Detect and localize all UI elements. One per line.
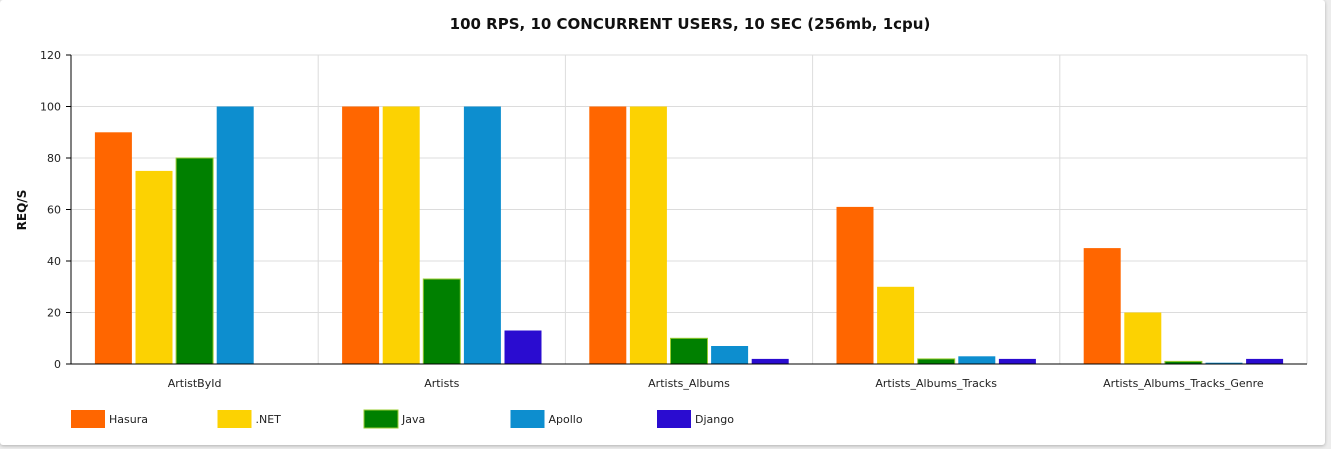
bar-hasura-1[interactable] (342, 106, 380, 365)
chart-title: 100 RPS, 10 CONCURRENT USERS, 10 SEC (25… (450, 15, 931, 33)
y-tick-label: 120 (40, 49, 61, 62)
bar-apollo-1[interactable] (463, 106, 501, 365)
bar-net-3[interactable] (877, 286, 915, 365)
x-tick-label: Artists_Albums_Tracks (875, 377, 997, 390)
legend: Hasura .NET Java Apollo Django (71, 409, 734, 429)
y-tick-label: 80 (47, 152, 61, 165)
legend-label[interactable]: Apollo (549, 413, 583, 426)
legend-swatch-django[interactable] (657, 410, 691, 428)
bar-django-1[interactable] (504, 330, 542, 365)
bar-django-2[interactable] (751, 358, 789, 364)
legend-swatch-net[interactable] (217, 410, 252, 428)
bar-hasura-4[interactable] (1083, 248, 1121, 364)
bar-hasura-3[interactable] (836, 206, 874, 364)
y-tick-label: 20 (47, 307, 61, 320)
bar-java-0[interactable] (175, 157, 214, 365)
legend-label[interactable]: Django (695, 413, 734, 426)
bar-hasura-2[interactable] (589, 106, 627, 365)
bar-apollo-0[interactable] (216, 106, 254, 365)
x-tick-label: Artists_Albums_Tracks_Genre (1103, 377, 1264, 390)
legend-swatch-hasura[interactable] (71, 410, 105, 428)
y-tick-label: 60 (47, 204, 61, 217)
bar-apollo-2[interactable] (711, 346, 749, 364)
legend-swatch-java[interactable] (363, 409, 399, 429)
bar-net-1[interactable] (382, 106, 420, 365)
x-tick-label: Artists (424, 377, 459, 390)
bar-net-0[interactable] (135, 170, 173, 364)
bar-apollo-4[interactable] (1205, 362, 1243, 364)
bar-java-3[interactable] (917, 358, 956, 365)
y-axis-label: REQ/S (15, 190, 29, 231)
bar-net-2[interactable] (629, 106, 667, 365)
bar-hasura-0[interactable] (94, 132, 132, 365)
axes: 0 20 40 60 80 100 120 ArtistById Artists Artists_… (40, 49, 1307, 390)
bar-java-2[interactable] (670, 337, 708, 365)
bar-django-4[interactable] (1246, 358, 1284, 364)
y-tick-label: 0 (54, 358, 61, 371)
bar-java-1[interactable] (422, 278, 461, 365)
y-tick-label: 100 (40, 101, 61, 114)
x-tick-label: ArtistById (168, 377, 222, 390)
x-tick-label: Artists_Albums (648, 377, 730, 390)
grid (71, 54, 1308, 364)
legend-label[interactable]: Hasura (109, 413, 148, 426)
bar-net-4[interactable] (1124, 312, 1162, 365)
bar-apollo-3[interactable] (958, 356, 996, 364)
bar-django-3[interactable] (998, 358, 1036, 364)
legend-swatch-apollo[interactable] (510, 410, 545, 428)
legend-label[interactable]: .NET (256, 413, 282, 426)
legend-label[interactable]: Java (401, 413, 425, 426)
y-tick-label: 40 (47, 255, 61, 268)
bars (94, 106, 1284, 365)
